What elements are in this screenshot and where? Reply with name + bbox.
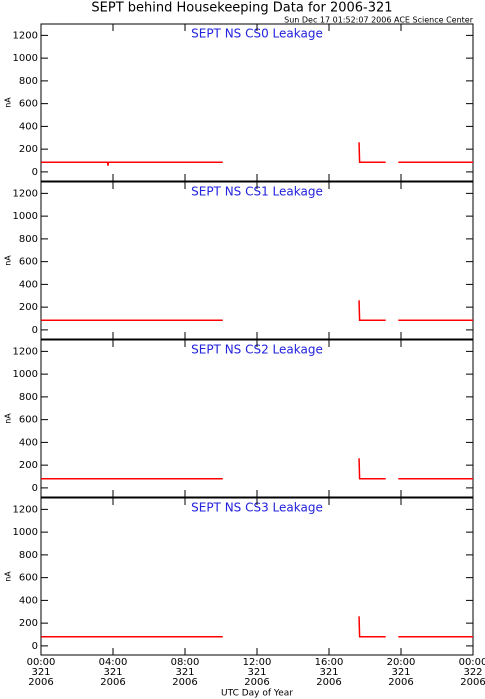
y-tick-label: 400 xyxy=(19,121,38,132)
panel-title: SEPT NS CS3 Leakage xyxy=(191,501,323,515)
y-axis-label: nA xyxy=(4,571,13,582)
x-tick-label: 2006 xyxy=(460,677,485,688)
y-tick-label: 1000 xyxy=(13,211,38,222)
y-tick-label: 0 xyxy=(32,483,38,494)
x-tick-label: 322 xyxy=(463,667,482,678)
y-tick-label: 800 xyxy=(19,550,38,561)
y-tick-label: 600 xyxy=(19,99,38,110)
data-line xyxy=(41,142,473,166)
y-tick-label: 600 xyxy=(19,415,38,426)
y-tick-label: 1200 xyxy=(13,504,38,515)
y-tick-label: 600 xyxy=(19,257,38,268)
y-axis-label: nA xyxy=(4,97,13,108)
x-tick-label: 321 xyxy=(319,667,338,678)
y-tick-label: 0 xyxy=(32,167,38,178)
y-axis-label: nA xyxy=(4,413,13,424)
y-tick-label: 1200 xyxy=(13,30,38,41)
y-tick-label: 1000 xyxy=(13,369,38,380)
x-tick-label: 00:00 xyxy=(27,657,56,668)
x-tick-label: 2006 xyxy=(28,677,53,688)
y-tick-label: 1200 xyxy=(13,188,38,199)
x-tick-label: 2006 xyxy=(316,677,341,688)
x-tick-label: 2006 xyxy=(388,677,413,688)
y-tick-label: 600 xyxy=(19,573,38,584)
y-tick-label: 800 xyxy=(19,234,38,245)
x-tick-label: 00:00 xyxy=(459,657,485,668)
data-line xyxy=(41,616,473,638)
data-line xyxy=(41,458,473,480)
data-line xyxy=(41,300,473,321)
y-axis-label: nA xyxy=(4,255,13,266)
y-tick-label: 400 xyxy=(19,437,38,448)
y-tick-label: 400 xyxy=(19,279,38,290)
panel-title: SEPT NS CS1 Leakage xyxy=(191,185,323,199)
y-tick-label: 400 xyxy=(19,595,38,606)
x-tick-label: 16:00 xyxy=(315,657,344,668)
x-tick-label: 321 xyxy=(247,667,266,678)
y-tick-label: 200 xyxy=(19,144,38,155)
x-tick-label: 04:00 xyxy=(99,657,128,668)
y-tick-label: 800 xyxy=(19,76,38,87)
panel-title: SEPT NS CS0 Leakage xyxy=(191,27,323,41)
panel-title: SEPT NS CS2 Leakage xyxy=(191,343,323,357)
x-tick-label: 20:00 xyxy=(387,657,416,668)
x-tick-label: 321 xyxy=(391,667,410,678)
y-tick-label: 1000 xyxy=(13,527,38,538)
y-tick-label: 200 xyxy=(19,460,38,471)
x-tick-label: 2006 xyxy=(100,677,125,688)
y-tick-label: 800 xyxy=(19,392,38,403)
x-tick-label: 321 xyxy=(103,667,122,678)
y-tick-label: 200 xyxy=(19,618,38,629)
x-axis-label: UTC Day of Year xyxy=(221,689,293,699)
x-tick-label: 321 xyxy=(175,667,194,678)
page-subtitle: Sun Dec 17 01:52:07 2006 ACE Science Cen… xyxy=(284,16,474,25)
y-tick-label: 1200 xyxy=(13,346,38,357)
y-tick-label: 1000 xyxy=(13,53,38,64)
y-tick-label: 0 xyxy=(32,325,38,336)
page-title: SEPT behind Housekeeping Data for 2006-3… xyxy=(91,1,392,16)
x-tick-label: 321 xyxy=(31,667,50,678)
y-tick-label: 200 xyxy=(19,302,38,313)
y-tick-label: 0 xyxy=(32,641,38,652)
x-tick-label: 2006 xyxy=(172,677,197,688)
x-tick-label: 08:00 xyxy=(171,657,200,668)
x-tick-label: 12:00 xyxy=(243,657,272,668)
x-tick-label: 2006 xyxy=(244,677,269,688)
